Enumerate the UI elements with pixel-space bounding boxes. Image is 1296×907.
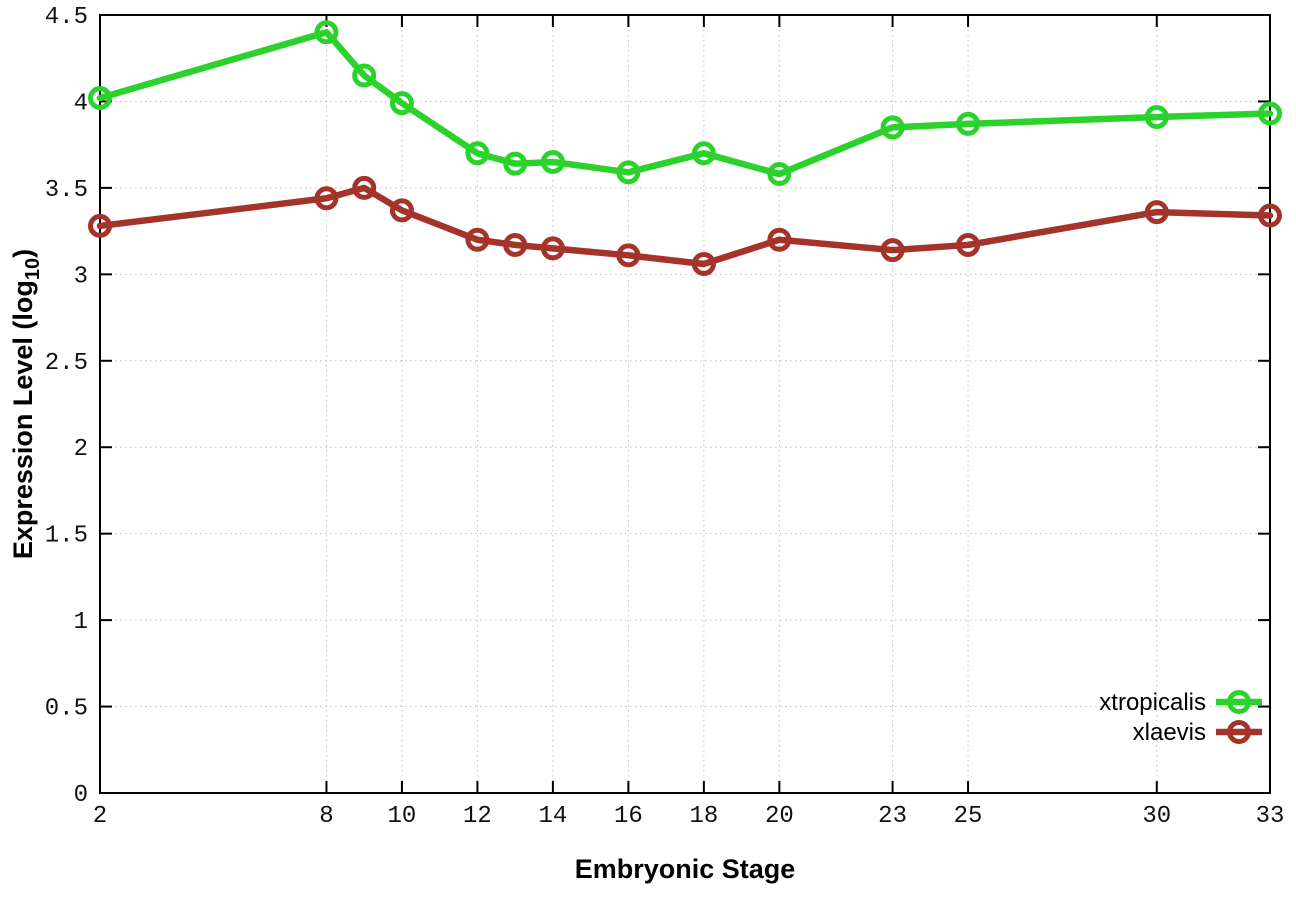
data-point-marker [540, 149, 565, 174]
y-tick-label: 1 [74, 609, 88, 636]
data-point-marker [465, 227, 490, 252]
data-point-marker [616, 243, 641, 268]
y-tick-label: 2 [74, 436, 88, 463]
x-tick-label: 33 [1256, 803, 1285, 830]
data-point-marker [1258, 101, 1282, 126]
x-tick-label: 20 [765, 803, 794, 830]
x-tick-label: 25 [954, 803, 983, 830]
data-point-marker [352, 175, 377, 200]
x-tick-label: 18 [689, 803, 718, 830]
data-point-marker [880, 238, 905, 263]
series-xlaevis [88, 175, 1282, 276]
data-point-marker [1144, 105, 1169, 130]
data-point-marker [88, 213, 112, 238]
data-point-marker [880, 115, 905, 140]
data-point-marker [389, 91, 414, 116]
y-tick-label: 3.5 [45, 177, 88, 204]
x-tick-label: 8 [319, 803, 333, 830]
data-series [88, 20, 1282, 276]
data-point-marker [503, 151, 528, 176]
axes-and-ticks: 2 8 10 12 14 16 18 20 23 25 30 33 0 0.5 1 1.5 2 2.5 3 3.5 4 4… [45, 4, 1285, 830]
data-point-marker [1144, 200, 1169, 225]
y-tick-label: 3 [74, 263, 88, 290]
data-point-marker [352, 63, 377, 88]
y-tick-label: 0 [74, 782, 88, 809]
y-axis-title-subscript: 10 [22, 258, 44, 280]
y-tick-label: 0.5 [45, 696, 88, 723]
series-line-xtropicalis [96, 29, 1274, 178]
x-tick-label: 23 [878, 803, 907, 830]
legend-entry-xlaevis: xlaevis [1133, 719, 1262, 746]
data-point-marker [314, 20, 339, 45]
series-xtropicalis [88, 20, 1282, 187]
y-tick-label: 1.5 [45, 523, 88, 550]
data-point-marker [767, 162, 792, 187]
gridlines [99, 14, 1271, 794]
data-point-marker [389, 198, 414, 223]
plot-border [99, 14, 1271, 794]
y-tick-label: 4 [74, 90, 88, 117]
data-point-marker [691, 141, 716, 166]
series-line-xlaevis [96, 184, 1274, 268]
data-point-marker [88, 85, 112, 110]
data-point-marker [503, 232, 528, 257]
data-point-marker [540, 236, 565, 261]
legend-label: xlaevis [1133, 719, 1206, 746]
x-tick-label: 2 [93, 803, 107, 830]
data-point-marker [956, 232, 981, 257]
x-tick-label: 14 [538, 803, 567, 830]
legend-label: xtropicalis [1099, 689, 1206, 716]
legend-entry-xtropicalis: xtropicalis [1099, 689, 1262, 716]
x-tick-label: 12 [463, 803, 492, 830]
legend: xtropicalis xlaevis [1099, 689, 1262, 746]
y-tick-label: 4.5 [45, 4, 88, 31]
y-tick-label: 2.5 [45, 350, 88, 377]
data-point-marker [956, 111, 981, 136]
data-point-marker [616, 160, 641, 185]
x-tick-label: 10 [388, 803, 417, 830]
data-point-marker [465, 141, 490, 166]
data-point-marker [314, 186, 339, 211]
x-tick-label: 30 [1142, 803, 1171, 830]
legend-marker-icon [1227, 720, 1251, 744]
data-point-marker [767, 227, 792, 252]
y-axis-title-prefix: Expression Level (log [8, 280, 38, 559]
y-axis-title: Expression Level (log10) [8, 249, 44, 559]
x-axis-title: Embryonic Stage [575, 854, 796, 884]
data-point-marker [691, 251, 716, 276]
legend-marker-icon [1227, 690, 1251, 714]
data-point-marker [1258, 203, 1282, 228]
y-axis-title-suffix: ) [8, 249, 38, 258]
x-tick-label: 16 [614, 803, 643, 830]
